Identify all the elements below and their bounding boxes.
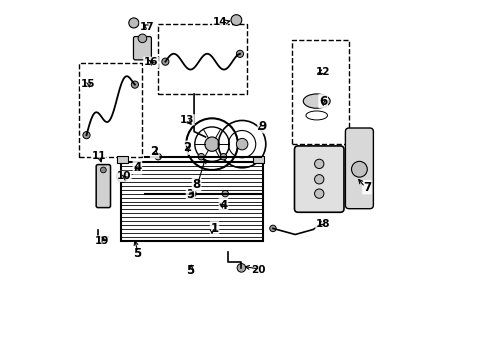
Ellipse shape — [303, 94, 330, 108]
Circle shape — [131, 81, 139, 88]
Text: 9: 9 — [258, 120, 267, 133]
Bar — [79, 63, 142, 157]
Circle shape — [198, 153, 204, 160]
Circle shape — [220, 153, 227, 160]
Text: 16: 16 — [144, 57, 158, 67]
Circle shape — [315, 175, 324, 184]
Circle shape — [236, 50, 244, 58]
Text: 15: 15 — [81, 79, 95, 89]
Bar — [158, 24, 247, 94]
Text: 10: 10 — [117, 171, 131, 181]
Circle shape — [231, 15, 242, 26]
Text: 3: 3 — [186, 188, 195, 201]
Circle shape — [270, 225, 276, 231]
Text: 2: 2 — [150, 145, 159, 158]
Text: 5: 5 — [186, 264, 195, 277]
Circle shape — [205, 137, 219, 151]
Circle shape — [100, 167, 106, 173]
Circle shape — [315, 159, 324, 168]
Circle shape — [351, 161, 368, 177]
Circle shape — [155, 153, 161, 160]
Text: 2: 2 — [184, 141, 192, 154]
Text: 14: 14 — [213, 17, 227, 27]
Circle shape — [315, 189, 324, 198]
Circle shape — [237, 264, 245, 272]
Circle shape — [190, 190, 196, 197]
Text: 11: 11 — [92, 150, 106, 161]
Bar — [293, 40, 349, 144]
Text: 20: 20 — [251, 265, 266, 275]
FancyBboxPatch shape — [345, 128, 373, 209]
Text: 19: 19 — [95, 236, 109, 246]
Bar — [122, 162, 263, 241]
Circle shape — [117, 171, 128, 182]
Bar — [253, 156, 264, 163]
Circle shape — [129, 18, 139, 28]
Circle shape — [83, 132, 90, 139]
Bar — [117, 156, 128, 163]
FancyBboxPatch shape — [96, 165, 111, 208]
Text: 4: 4 — [220, 199, 228, 212]
Text: 18: 18 — [316, 219, 330, 229]
Text: 5: 5 — [133, 247, 142, 260]
Circle shape — [236, 138, 248, 150]
Circle shape — [138, 34, 147, 42]
Circle shape — [222, 190, 228, 197]
FancyBboxPatch shape — [133, 37, 151, 60]
Text: 17: 17 — [140, 22, 155, 32]
Text: 8: 8 — [193, 178, 201, 191]
Text: 7: 7 — [363, 181, 371, 194]
Text: 12: 12 — [316, 67, 330, 77]
Text: 4: 4 — [133, 161, 142, 174]
Text: 13: 13 — [180, 115, 194, 125]
Text: 6: 6 — [319, 95, 327, 108]
FancyBboxPatch shape — [294, 146, 344, 212]
Text: 1: 1 — [211, 222, 219, 235]
Circle shape — [162, 58, 169, 65]
